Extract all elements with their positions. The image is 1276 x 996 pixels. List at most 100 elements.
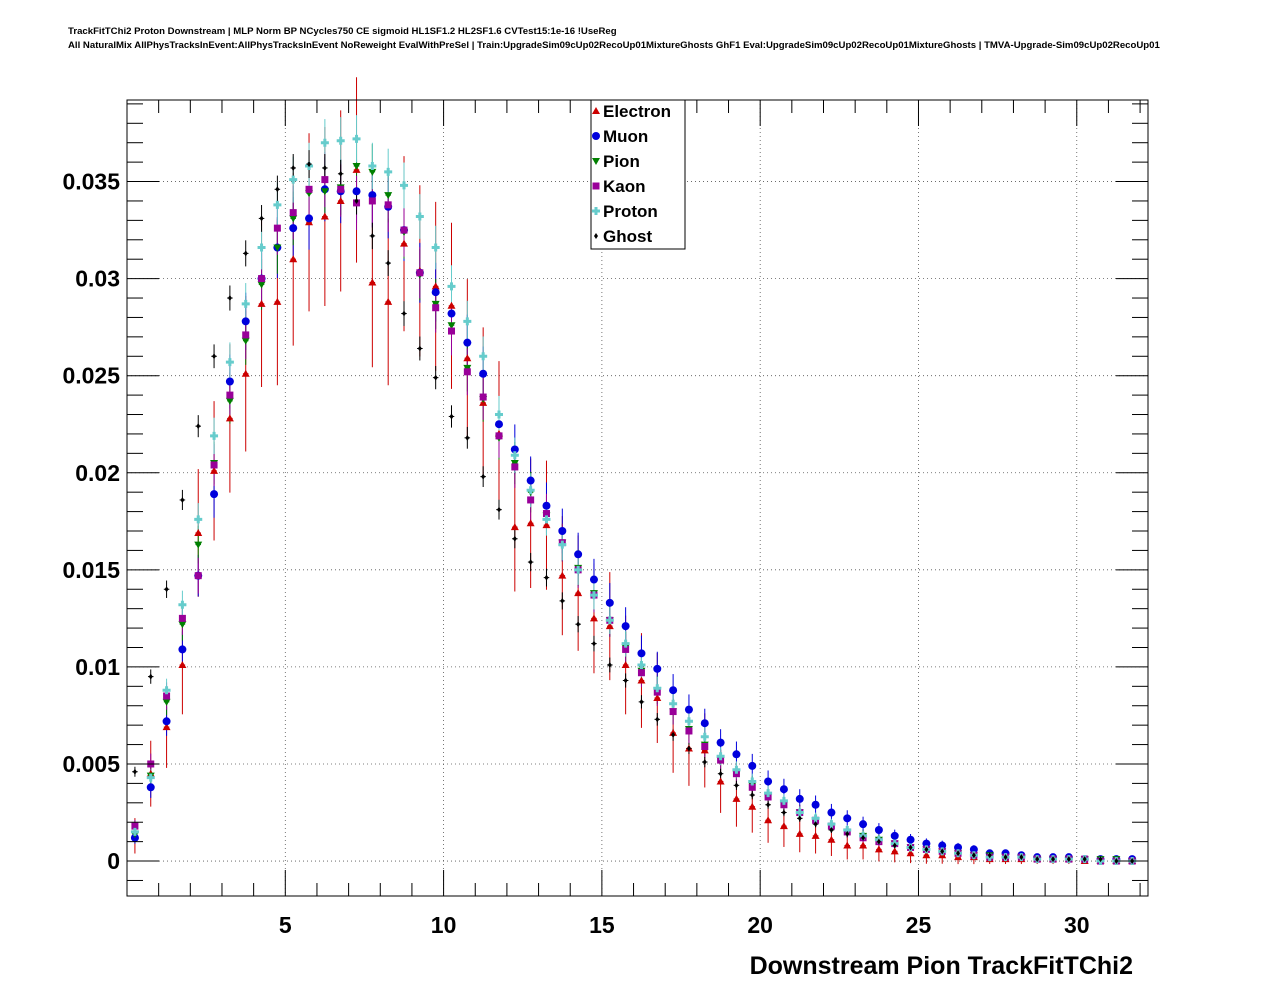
muon-point <box>479 369 488 378</box>
muon-point <box>716 738 725 747</box>
ghost-point <box>1035 856 1040 863</box>
pion-point <box>352 163 361 171</box>
proton-point <box>827 820 836 829</box>
proton-point <box>336 136 345 145</box>
x-tick-label: 30 <box>1064 912 1090 938</box>
legend-marker-ghost <box>594 233 598 239</box>
legend-marker-kaon <box>592 182 600 190</box>
pion-point <box>194 541 203 549</box>
muon-point <box>510 445 519 454</box>
ghost-point <box>528 559 533 566</box>
proton-point <box>558 540 567 549</box>
muon-point <box>526 476 535 485</box>
ghost-point <box>591 640 596 647</box>
electron-point <box>162 723 171 731</box>
pion-point <box>162 698 171 706</box>
ghost-point <box>338 170 343 177</box>
proton-point <box>716 752 725 761</box>
electron-point <box>653 693 662 701</box>
electron-point <box>178 660 187 668</box>
muon-point <box>684 705 693 714</box>
kaon-point <box>463 368 471 376</box>
kaon-point <box>384 201 392 209</box>
kaon-point <box>321 176 329 184</box>
muon-point <box>305 214 314 223</box>
kaon-point <box>511 463 519 471</box>
electron-point <box>194 528 203 536</box>
legend-marker-proton <box>592 207 600 215</box>
muon-point <box>906 835 915 844</box>
muon-point <box>637 649 646 658</box>
ghost-point <box>180 496 185 503</box>
proton-point <box>700 732 709 741</box>
muon-point <box>431 288 440 297</box>
x-tick-label: 20 <box>747 912 773 938</box>
ghost-point <box>481 473 486 480</box>
y-tick-label: 0.005 <box>62 751 120 777</box>
muon-point <box>954 843 963 852</box>
proton-point <box>589 591 598 600</box>
electron-point <box>447 301 456 309</box>
electron-point <box>320 212 329 220</box>
kaon-point <box>448 327 456 335</box>
ghost-point <box>892 842 897 849</box>
ghost-point <box>908 844 913 851</box>
kaon-point <box>178 614 186 622</box>
ghost-point <box>639 698 644 705</box>
electron-point <box>779 822 788 830</box>
muon-point <box>146 783 155 792</box>
ghost-point <box>686 745 691 752</box>
electron-point <box>827 835 836 843</box>
ghost-point <box>940 848 945 855</box>
electron-point <box>368 278 377 286</box>
proton-point <box>257 243 266 252</box>
legend-marker-electron <box>592 107 600 114</box>
kaon-point <box>495 432 503 440</box>
proton-point <box>811 814 820 823</box>
ghost-point <box>734 782 739 789</box>
kaon-point <box>258 275 266 283</box>
electron-point <box>210 466 219 474</box>
ghost-point <box>322 164 327 171</box>
pion-point <box>225 397 234 405</box>
muon-point <box>890 831 899 840</box>
electron-point <box>922 851 931 859</box>
kaon-point <box>685 727 693 735</box>
proton-point <box>526 486 535 495</box>
ghost-point <box>655 716 660 723</box>
proton-point <box>542 515 551 524</box>
ghost-point <box>1082 856 1087 863</box>
kaon-point <box>194 572 202 580</box>
electron-point <box>289 255 298 263</box>
ghost-point <box>291 164 296 171</box>
kaon-point <box>527 496 535 504</box>
y-tick-label: 0.015 <box>62 557 120 583</box>
y-tick-label: 0.02 <box>75 460 120 486</box>
y-tick-label: 0 <box>107 848 120 874</box>
electron-point <box>526 519 535 527</box>
ghost-point <box>259 215 264 222</box>
proton-point <box>621 639 630 648</box>
electron-point <box>257 299 266 307</box>
kaon-point <box>432 304 440 312</box>
kaon-point <box>273 224 281 232</box>
kaon-point <box>400 226 408 234</box>
proton-point <box>447 282 456 291</box>
proton-point <box>289 175 298 184</box>
ghost-point <box>544 574 549 581</box>
ghost-point <box>623 677 628 684</box>
ghost-point <box>433 374 438 381</box>
kaon-point <box>289 209 297 217</box>
muon-point <box>162 717 171 726</box>
x-tick-label: 5 <box>279 912 292 938</box>
kaon-point <box>305 185 313 193</box>
ghost-point <box>402 310 407 317</box>
ghost-point <box>496 506 501 513</box>
proton-point <box>764 789 773 798</box>
electron-point <box>843 841 852 849</box>
muon-point <box>447 309 456 318</box>
axes: 5 10 15 20 25 30 0 0.005 0.01 0.015 0.02 0.025 0.03 0… <box>62 100 1148 938</box>
electron-point <box>874 845 883 853</box>
ghost-point <box>354 197 359 204</box>
